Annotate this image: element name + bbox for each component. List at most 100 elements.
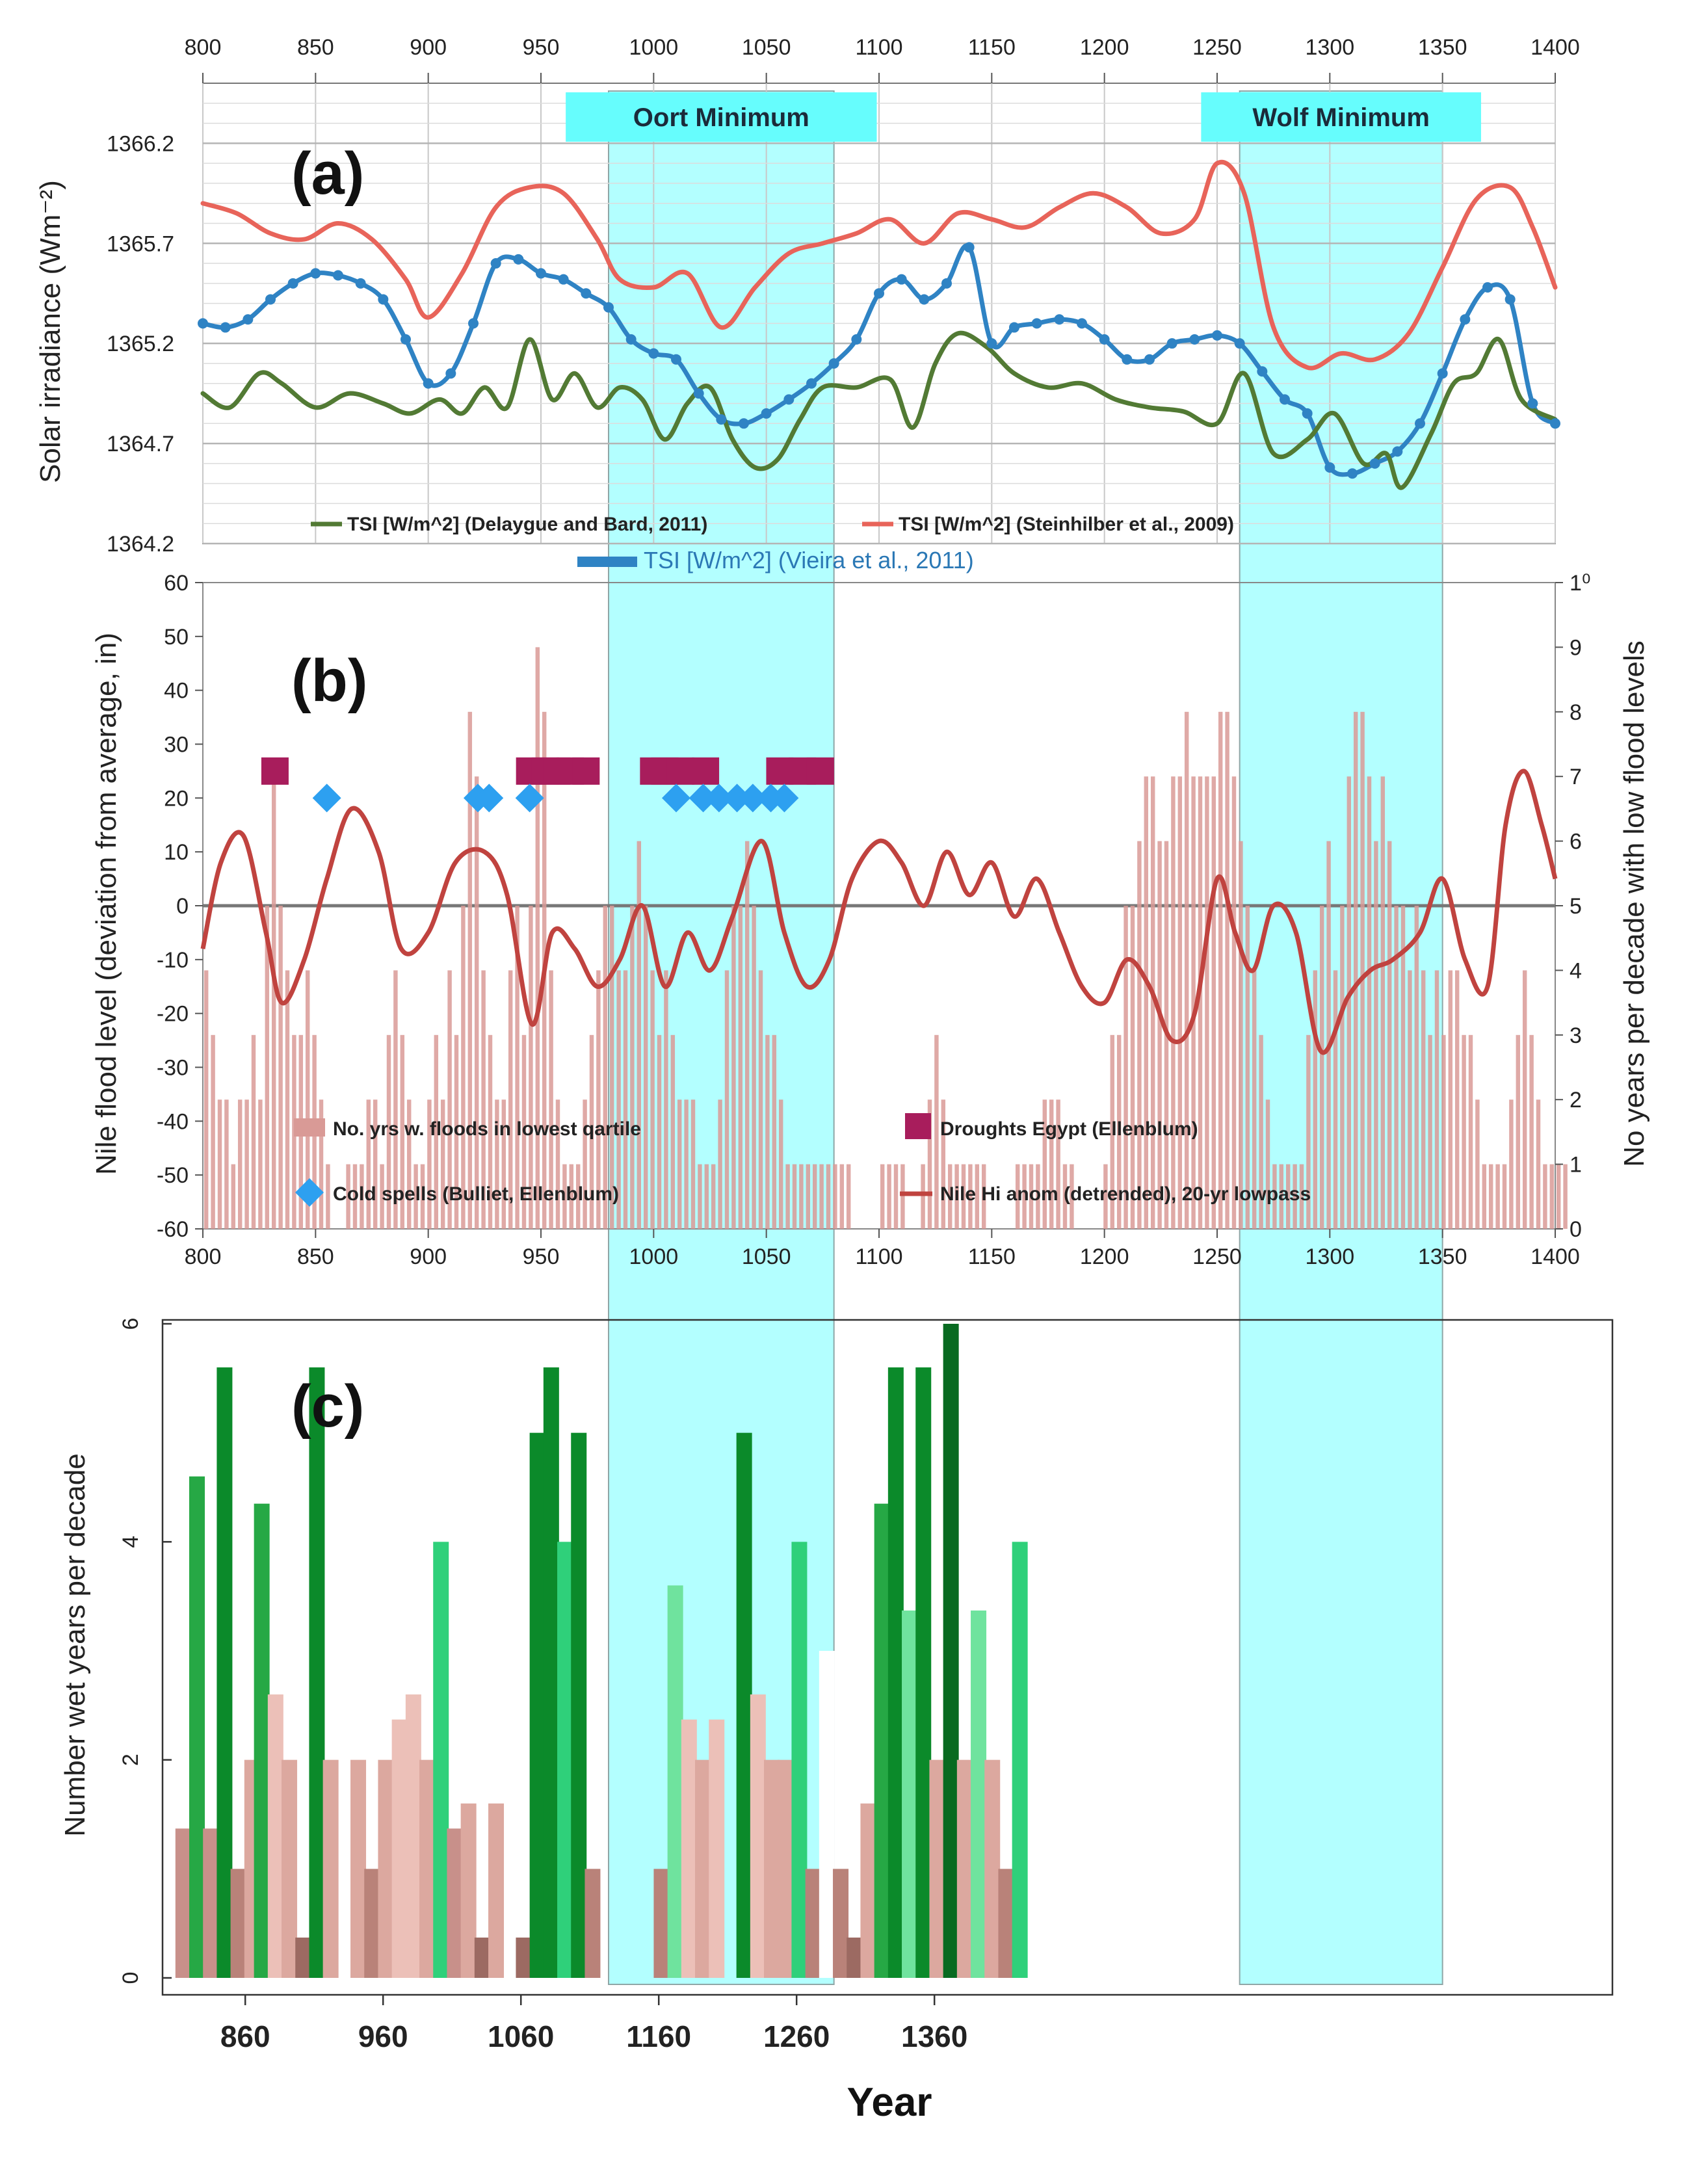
panel-b-low-flood-bar (887, 1164, 891, 1229)
panel-a-vieira-point (1054, 314, 1065, 325)
panel-a-vieira-point (603, 302, 614, 313)
panel-a-vieira-point (761, 408, 772, 419)
cold-spell-marker (475, 783, 504, 813)
panel-b-low-flood-bar (961, 1164, 966, 1229)
panel-b-low-flood-bar (752, 906, 756, 1229)
panel-a: 800 850 900 950 1000 1050 1100 1150 1200 1250 1300… (34, 35, 1580, 573)
panel-b-low-flood-bar (352, 1164, 358, 1229)
panel-b-low-flood-bar (285, 970, 290, 1229)
panel-b-low-flood-bar (1543, 1164, 1547, 1229)
panel-b-low-flood-bar (535, 647, 540, 1229)
panel-b-low-flood-bar (1434, 970, 1439, 1229)
panel-a-y-ticks: 1364.2 1364.7 1365.2 1365.7 1366.2 (107, 131, 174, 557)
panel-b-low-flood-bar (1468, 1034, 1473, 1229)
panel-a-vieira-point (468, 318, 479, 329)
panel-b-low-flood-bar (731, 906, 736, 1229)
wet-year-bar (874, 1503, 890, 1978)
panel-b-ytick-right-label: 2 (1570, 1088, 1582, 1112)
panel-b: 800 850 900 950 1000 1050 1100 1150 1200 1250 1300… (90, 571, 1650, 1269)
panel-b-low-flood-bar (1448, 970, 1453, 1229)
panel-b-low-flood-bar (393, 970, 398, 1229)
panel-b-low-flood-bar (718, 1099, 722, 1229)
panel-b-low-flood-bar (555, 1099, 560, 1229)
panel-b-low-flood-bar (812, 1164, 817, 1229)
panel-b-low-flood-bar (1157, 841, 1162, 1229)
panel-b-low-flood-bar (1536, 1099, 1541, 1229)
legend-swatch-cold-spells (295, 1178, 324, 1207)
panel-a-vieira-point (1527, 398, 1538, 409)
wet-year-bar (929, 1759, 945, 1978)
panel-b-low-flood-bar (623, 970, 628, 1229)
panel-b-low-flood-bar (1184, 711, 1189, 1229)
legend-label-delaygue: TSI [W/m^2] (Delaygue and Bard, 2011) (347, 514, 707, 535)
panel-a-vieira-point (536, 268, 546, 279)
panel-b-low-flood-bar (1367, 776, 1372, 1229)
panel-b-low-flood-bar (583, 1099, 587, 1229)
panel-b-low-flood-bar (1421, 970, 1426, 1229)
panel-b-low-flood-bar (1454, 970, 1460, 1229)
panel-c-x-ticks: 860 960 1060 1160 1260 1360 (220, 1995, 967, 2053)
panel-b-low-flood-bar (900, 1164, 905, 1229)
panel-b-ytick-left-label: -50 (157, 1163, 189, 1188)
panel-b-low-flood-bar (575, 1164, 581, 1229)
panel-b-low-flood-bar (698, 1164, 702, 1229)
panel-b-ytick-left-label: 0 (176, 894, 189, 919)
panel-a-vieira-point (1212, 330, 1222, 341)
panel-c-ytick-label: 2 (118, 1754, 143, 1766)
panel-a-vieira-point (198, 318, 208, 329)
panel-a-vieira-point (896, 274, 907, 285)
panel-a-vieira-point (1504, 294, 1516, 305)
panel-b-low-flood-bar (1265, 1099, 1270, 1229)
panel-b-low-flood-bar (664, 970, 668, 1229)
panel-c-y-ticks: 0 2 4 6 (118, 1318, 172, 1984)
panel-a-vieira-point (941, 278, 952, 289)
wet-year-bar (833, 1869, 849, 1978)
panel-b-low-flood-bar (1259, 1034, 1263, 1229)
panel-a-vieira-point (378, 294, 389, 305)
panel-b-low-flood-bar (1218, 711, 1223, 1229)
panel-b-xtick-label: 800 (185, 1244, 222, 1269)
panel-b-low-flood-bar (406, 1099, 412, 1229)
panel-b-ytick-right-label: 0 (1570, 1217, 1582, 1242)
panel-b-low-flood-bar (947, 1164, 953, 1229)
panel-b-ylabel-right: No years per decade with low flood level… (1618, 640, 1650, 1167)
panel-a-ytick-label: 1365.2 (107, 332, 174, 356)
panel-c-xtick-label: 860 (220, 2020, 270, 2053)
panel-a-vieira-point (1415, 418, 1425, 429)
wet-year-bar (984, 1759, 1001, 1978)
panel-c-label: (c) (291, 1373, 364, 1440)
minimum-label-box-0 (566, 92, 877, 142)
wet-year-bar (585, 1869, 601, 1978)
panel-b-xtick-label: 1350 (1418, 1244, 1467, 1269)
panel-b-ytick-left-label: 10 (164, 840, 189, 865)
panel-b-low-flood-bar (670, 1034, 676, 1229)
panel-b-low-flood-bar (1110, 1034, 1115, 1229)
panel-b-low-flood-bar (1502, 1164, 1507, 1229)
panel-b-nile-lowpass-line (200, 769, 1558, 1055)
panel-b-low-flood-bar (1394, 906, 1399, 1229)
panel-a-vieira-point (671, 354, 681, 365)
wet-year-bar (516, 1937, 532, 1978)
panel-a-vieira-point (581, 288, 592, 299)
panel-b-low-flood-bar (684, 1099, 689, 1229)
panel-b-low-flood-bar (1408, 970, 1412, 1229)
cold-spell-marker (515, 783, 544, 813)
drought-marker (806, 757, 834, 785)
panel-a-vieira-point (1144, 354, 1155, 365)
panel-b-ylabel-left: Nile flood level (deviation from average… (90, 633, 122, 1175)
wet-year-bar (350, 1759, 367, 1978)
panel-b-low-flood-bar (1036, 1164, 1040, 1229)
panel-b-low-flood-bar (1205, 776, 1209, 1229)
panel-b-low-flood-bar (1441, 1034, 1446, 1229)
panel-b-low-flood-bar (474, 776, 479, 1229)
panel-b-low-flood-bar (440, 1099, 445, 1229)
panel-b-low-flood-bar (251, 1034, 256, 1229)
panel-b-low-flood-bar (1509, 1099, 1514, 1229)
panel-b-low-flood-bar (1056, 1099, 1060, 1229)
panel-b-low-flood-bars (204, 647, 1568, 1229)
panel-b-low-flood-bar (467, 711, 473, 1229)
panel-b-nile-line (200, 769, 1558, 1055)
panel-b-legend: No. yrs w. floods in lowest qartile Drou… (294, 1113, 1311, 1207)
panel-b-low-flood-bar (1333, 970, 1338, 1229)
panel-a-vieira-point (287, 278, 298, 289)
